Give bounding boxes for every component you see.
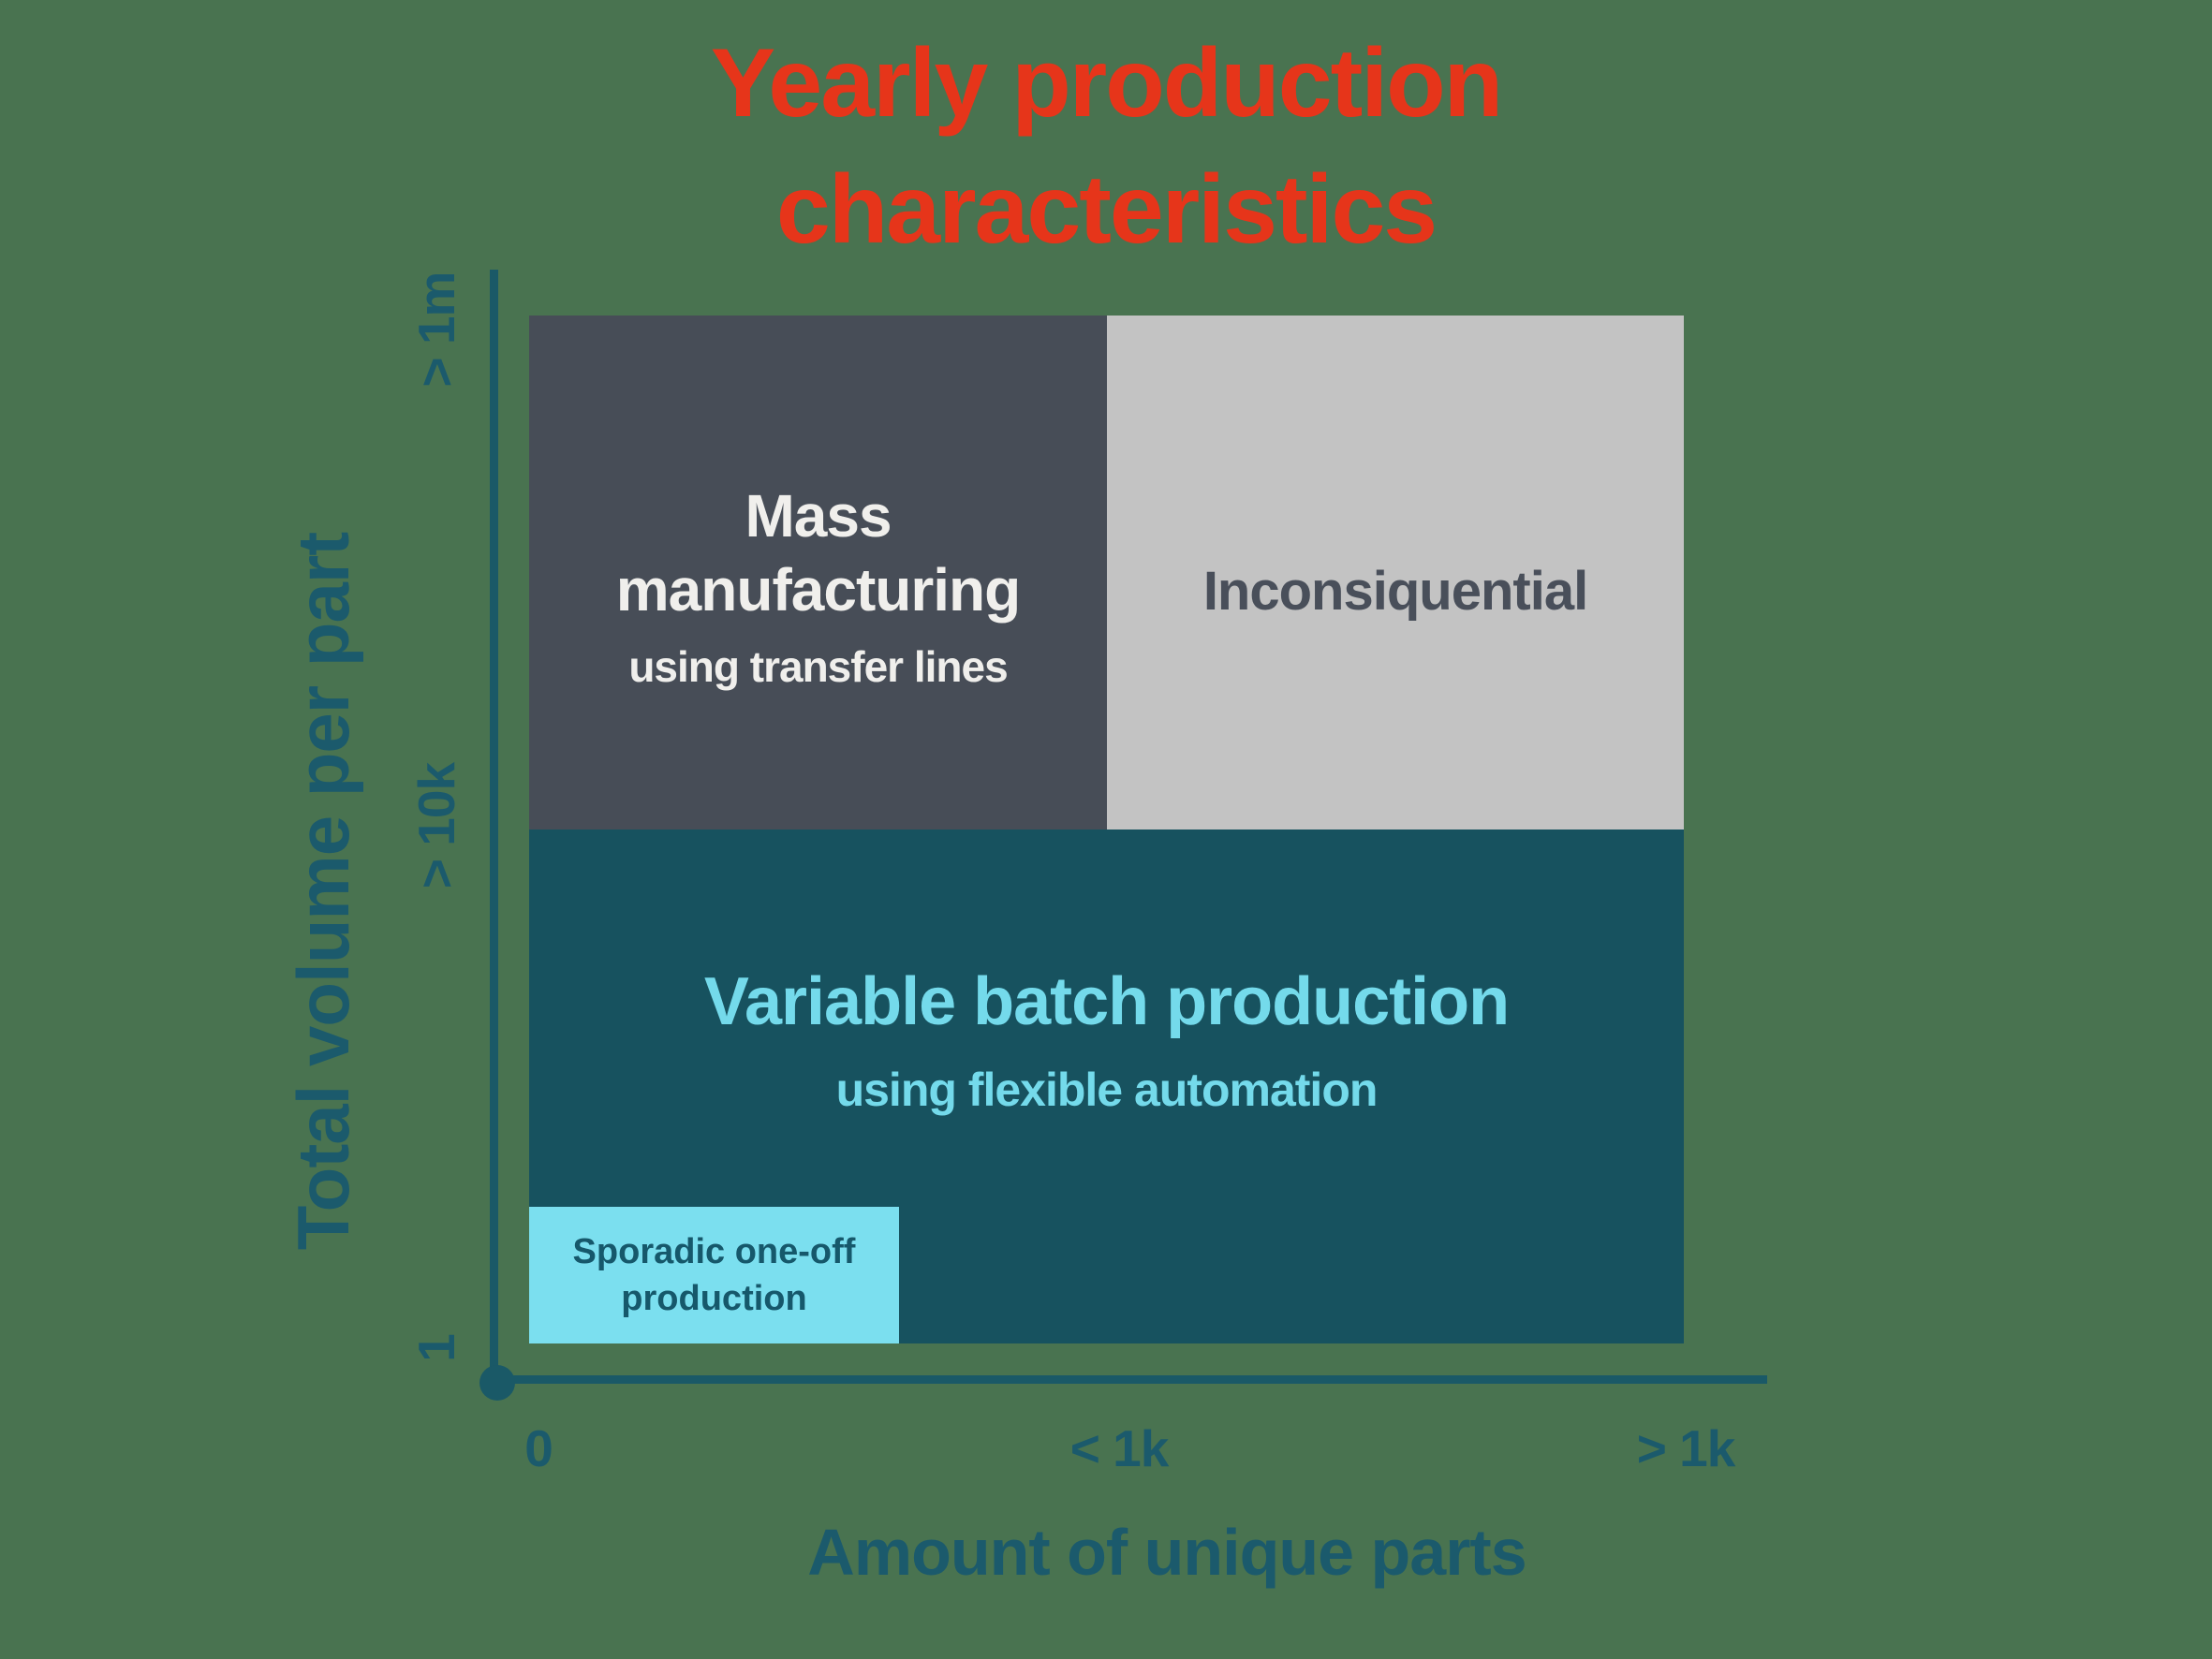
region-inconsiquential: Inconsiquential xyxy=(1107,316,1684,830)
y-tick-gt-10k: > 10k xyxy=(407,762,465,889)
x-axis-label: Amount of unique parts xyxy=(807,1516,1526,1589)
y-axis-line xyxy=(490,270,498,1384)
region-mass-manufacturing-label: Mass manufacturing xyxy=(615,482,1021,624)
y-tick-gt-1m: > 1m xyxy=(407,272,465,388)
x-axis-line xyxy=(494,1375,1767,1384)
region-sporadic-one-off-production-label: Sporadic one-off production xyxy=(572,1231,856,1318)
region-inconsiquential-label: Inconsiquential xyxy=(1202,561,1588,622)
region-sporadic-one-off-production: Sporadic one-off production xyxy=(529,1207,899,1343)
x-tick-0: 0 xyxy=(524,1419,553,1477)
region-variable-batch-production-sublabel: using flexible automation xyxy=(835,1063,1379,1116)
region-mass-manufacturing-sublabel: using transfer lines xyxy=(628,641,1008,691)
chart-title-line2: characteristics xyxy=(775,155,1438,265)
chart-title-line1: Yearly production xyxy=(710,29,1503,138)
region-variable-batch-production-label: Variable batch production xyxy=(703,963,1510,1039)
y-axis-label: Total volume per part xyxy=(281,532,364,1251)
origin-dot xyxy=(479,1365,515,1401)
region-mass-manufacturing: Mass manufacturing using transfer lines xyxy=(529,316,1107,830)
chart-title: Yearly production characteristics xyxy=(357,21,1855,273)
x-tick-gt-1k: > 1k xyxy=(1636,1419,1736,1477)
x-tick-lt-1k: < 1k xyxy=(1069,1419,1170,1477)
